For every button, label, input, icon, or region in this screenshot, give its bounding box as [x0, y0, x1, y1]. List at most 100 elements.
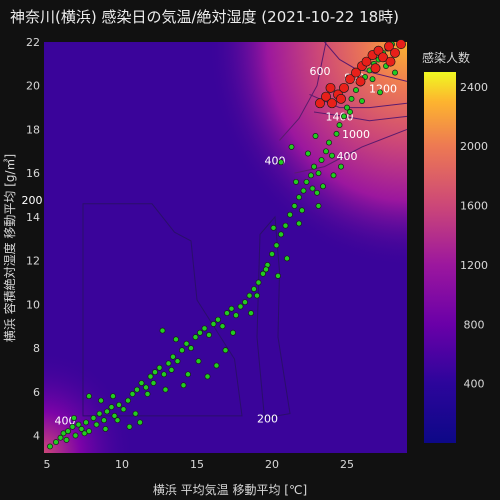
colorbar-tick-label: 1200 [460, 259, 488, 272]
data-point [318, 157, 325, 164]
data-point [303, 178, 310, 185]
data-point [278, 159, 284, 166]
data-point-high [325, 82, 336, 93]
data-point [338, 163, 344, 170]
y-tick-label: 20 [26, 80, 40, 93]
data-point [75, 421, 82, 428]
scatter-points [47, 39, 406, 450]
data-point [129, 391, 136, 397]
data-point [114, 417, 121, 424]
data-point [284, 255, 290, 262]
data-point [102, 426, 109, 432]
data-point [165, 360, 172, 367]
data-point [120, 406, 127, 413]
data-point [263, 266, 269, 273]
data-point [206, 331, 212, 338]
data-point [308, 172, 314, 179]
data-point [273, 242, 280, 249]
contour-line [313, 111, 408, 122]
data-point-high [321, 91, 331, 102]
data-point-high [361, 56, 372, 67]
y-tick-label: 12 [26, 255, 40, 268]
data-point [275, 272, 281, 279]
data-point-high [315, 98, 325, 109]
data-point [162, 386, 169, 393]
data-point [377, 89, 383, 96]
colorbar-ticks: 400 800 1200 1600 2000 2400 [460, 81, 488, 391]
data-point [311, 163, 317, 170]
data-point-high [385, 56, 396, 67]
contour-label: 600 [310, 65, 331, 78]
contour-line [279, 41, 327, 141]
data-point [333, 130, 340, 137]
data-point [353, 87, 359, 94]
data-point-high [339, 82, 349, 93]
colorbar-tick-label: 2000 [460, 140, 488, 153]
data-point [222, 347, 229, 354]
data-point [183, 340, 190, 347]
data-point [341, 113, 347, 120]
y-axis-label: 横浜 容積絶対湿度 移動平均 [g/㎥] [2, 154, 17, 342]
data-point [161, 371, 167, 378]
data-point [96, 410, 103, 417]
data-point [315, 170, 322, 177]
data-point [98, 397, 104, 404]
contour-line [324, 41, 408, 82]
data-point [65, 428, 71, 435]
colorbar-tick-label: 400 [464, 378, 485, 391]
data-point-high [370, 63, 381, 74]
data-point [111, 412, 118, 419]
data-point [132, 410, 139, 417]
data-point-high [355, 76, 366, 87]
x-axis-ticks: 5 10 15 20 25 [44, 458, 355, 471]
data-point [348, 95, 355, 102]
data-point [179, 347, 185, 354]
data-point [57, 434, 64, 441]
x-tick-label: 10 [115, 458, 129, 471]
data-point [168, 366, 175, 373]
contour-label: 200 [257, 412, 278, 425]
data-point [224, 310, 230, 317]
colorbar-title: 感染人数 [422, 50, 470, 65]
data-point [329, 152, 335, 159]
data-point [369, 76, 376, 83]
data-point [323, 148, 329, 155]
data-point-high [351, 67, 361, 78]
y-axis-ticks: 4 6 8 10 12 14 16 18 20 22 [26, 36, 40, 443]
data-point [293, 178, 299, 185]
data-point [230, 329, 236, 336]
colorbar-tick-label: 1600 [460, 200, 488, 213]
y-tick-label: 8 [33, 342, 40, 355]
data-point [326, 139, 332, 146]
data-point [246, 292, 253, 299]
data-point [344, 104, 350, 111]
data-point [314, 189, 320, 196]
data-point-high [378, 52, 388, 63]
data-point [81, 430, 88, 437]
data-point [78, 426, 85, 432]
colorbar-tick-label: 800 [464, 318, 485, 331]
data-point [392, 69, 398, 76]
data-point [330, 172, 337, 179]
data-point [150, 380, 157, 386]
data-point [312, 133, 319, 139]
data-point [210, 321, 217, 327]
data-point [228, 305, 235, 312]
data-point [201, 325, 208, 332]
data-point [69, 423, 76, 430]
data-point-high [384, 41, 394, 52]
contour-label: 1200 [369, 82, 397, 95]
data-point [347, 109, 353, 115]
data-point [72, 432, 79, 439]
data-point-high [327, 98, 337, 109]
x-tick-label: 15 [190, 458, 204, 471]
contour-label: 1000 [342, 128, 370, 141]
x-tick-label: 20 [265, 458, 279, 471]
colorbar [424, 72, 456, 443]
data-point [134, 386, 140, 393]
y-tick-label: 18 [26, 123, 40, 136]
data-point [215, 316, 221, 323]
data-point [93, 421, 100, 428]
